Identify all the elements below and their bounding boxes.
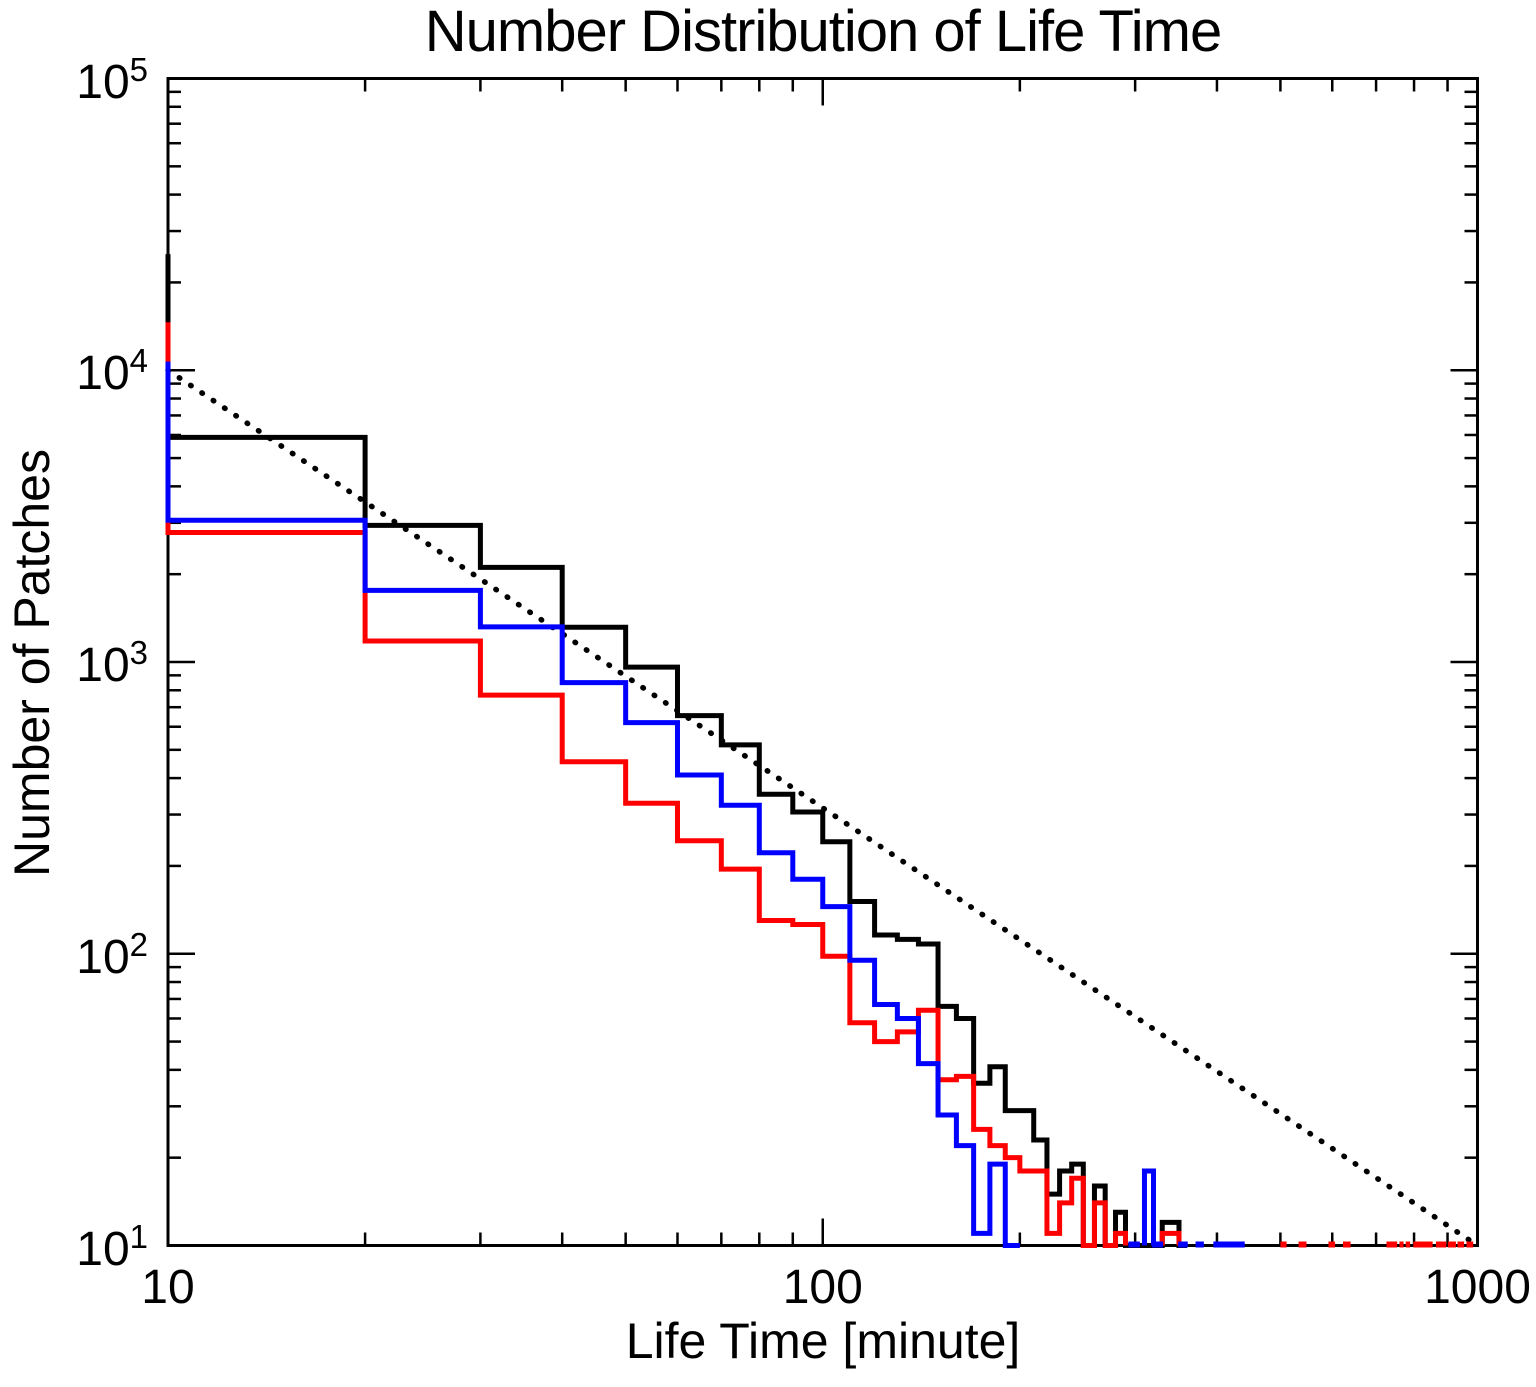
x-tick-label: 100 (782, 1261, 863, 1314)
red-histogram-bump (1159, 1230, 1182, 1246)
x-tick-label: 1000 (1424, 1261, 1531, 1314)
axes-frame (166, 77, 1479, 1247)
x-axis-title: Life Time [minute] (625, 1313, 1021, 1369)
y-tick-label: 104 (76, 342, 148, 401)
reference-dotted-line (165, 367, 1481, 1249)
chart-title: Number Distribution of Life Time (424, 0, 1222, 64)
blue-histogram-bump (1141, 1168, 1156, 1246)
black-histogram (165, 254, 1187, 1248)
blue-histogram (165, 361, 1020, 1248)
y-tick-label: 102 (76, 925, 148, 984)
x-tick-label: 10 (141, 1261, 195, 1314)
red-histogram (165, 322, 1129, 1248)
y-tick-label: 103 (76, 634, 148, 692)
y-tick-label: 105 (76, 50, 148, 109)
y-tick-label: 101 (76, 1217, 148, 1276)
